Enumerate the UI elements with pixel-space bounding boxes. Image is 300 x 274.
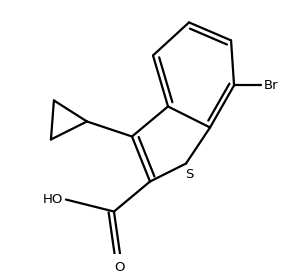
Text: HO: HO bbox=[43, 193, 63, 206]
Text: O: O bbox=[115, 261, 125, 274]
Text: Br: Br bbox=[264, 79, 279, 92]
Text: S: S bbox=[185, 168, 193, 181]
